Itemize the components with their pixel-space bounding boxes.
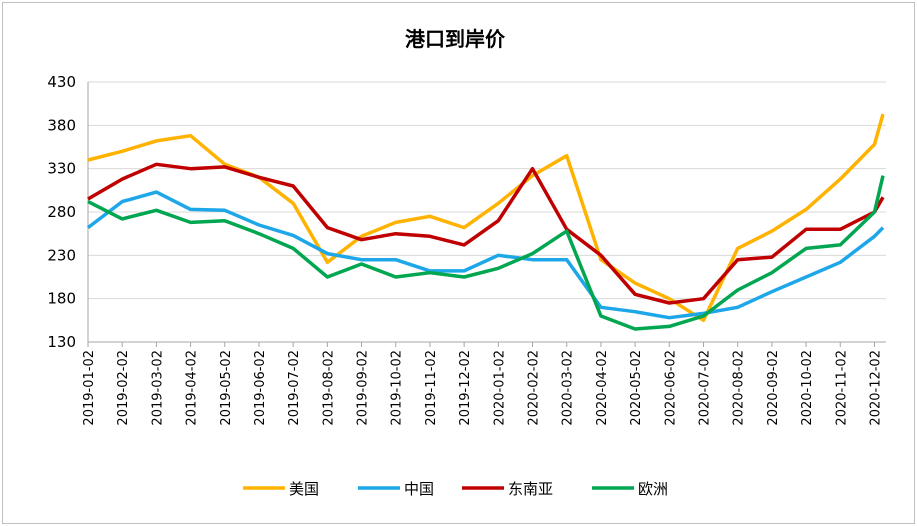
- x-tick-label: 2020-10-02: [800, 350, 815, 426]
- series-lines: [86, 113, 885, 331]
- x-tick-label: 2020-01-02: [492, 350, 507, 426]
- series-line-3: [87, 175, 885, 331]
- x-tick-label: 2020-09-02: [766, 350, 781, 426]
- legend-label: 中国: [404, 480, 434, 498]
- x-tick-label: 2020-07-02: [697, 350, 712, 426]
- series-line-1: [86, 190, 885, 320]
- x-tick-label: 2019-06-02: [253, 350, 268, 426]
- legend: 美国 中国 东南亚 欧洲: [243, 480, 668, 498]
- grid: [87, 81, 886, 343]
- x-tick-label: 2020-03-02: [561, 350, 576, 426]
- x-tick-label: 2019-03-02: [150, 350, 165, 426]
- chart-title: 港口到岸价: [405, 27, 506, 51]
- legend-label: 美国: [289, 480, 319, 498]
- y-tick-label: 180: [47, 290, 76, 308]
- series-line-0: [87, 113, 885, 323]
- y-tick-label: 230: [47, 246, 76, 264]
- x-tick-label: 2019-12-02: [458, 350, 473, 426]
- x-tick-label: 2019-11-02: [424, 350, 439, 426]
- legend-label: 欧洲: [638, 480, 668, 498]
- legend-label: 东南亚: [508, 480, 553, 498]
- x-tick-label: 2019-04-02: [185, 350, 200, 426]
- x-tick-label: 2019-05-02: [219, 350, 234, 426]
- y-tick-label: 330: [47, 160, 76, 178]
- x-tick-label: 2019-07-02: [287, 350, 302, 426]
- y-tick-label: 380: [47, 116, 76, 134]
- y-tick-label: 130: [47, 333, 76, 351]
- x-tick-label: 2019-01-02: [82, 350, 97, 426]
- x-tick-label: 2020-11-02: [834, 350, 849, 426]
- y-tick-label: 280: [47, 203, 76, 221]
- x-tick-label: 2019-09-02: [356, 350, 371, 426]
- y-axis-ticks: 130 180 230 280 330 380 430: [47, 73, 76, 351]
- y-tick-label: 430: [47, 73, 76, 91]
- x-tick-label: 2019-10-02: [390, 350, 405, 426]
- x-tick-label: 2020-06-02: [663, 350, 678, 426]
- x-tick-label: 2020-04-02: [595, 350, 610, 426]
- x-tick-label: 2020-05-02: [629, 350, 644, 426]
- x-tick-label: 2020-12-02: [868, 350, 883, 426]
- x-tick-label: 2019-08-02: [321, 350, 336, 426]
- series-line-2: [87, 162, 885, 305]
- x-tick-label: 2019-02-02: [116, 350, 131, 426]
- x-axis-ticks: 2019-01-02 2019-02-02 2019-03-02 2019-04-02…: [82, 342, 883, 426]
- x-tick-label: 2020-02-02: [527, 350, 542, 426]
- x-tick-label: 2020-08-02: [732, 350, 747, 426]
